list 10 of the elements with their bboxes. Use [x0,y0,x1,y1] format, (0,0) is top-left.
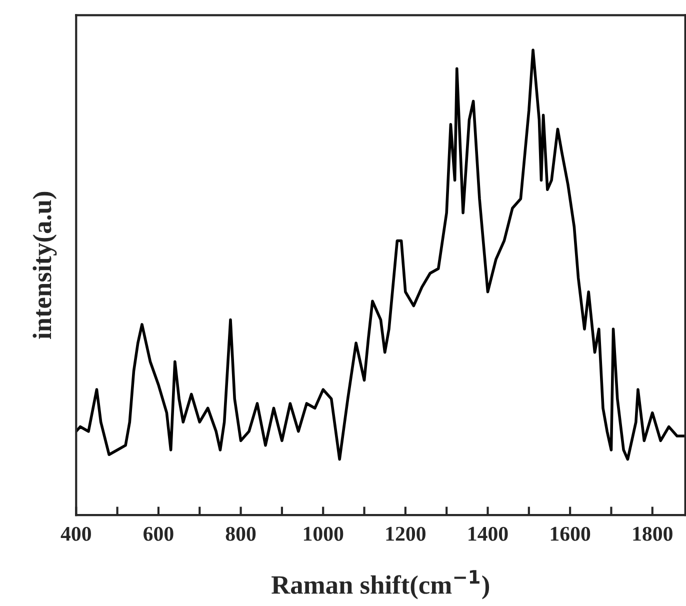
x-tick-label: 800 [226,526,256,541]
y-axis-title: intensity(a.u) [32,192,57,339]
x-tick-label: 1400 [468,526,508,541]
x-tick-label: 1800 [633,526,672,541]
x-tick-label: 600 [144,526,174,541]
x-tick-label: 1200 [386,526,426,541]
x-tick-label: 1600 [550,526,590,541]
x-axis-title: Raman shift(cm$^{−1}$) [272,570,490,600]
x-tick-label: 1000 [304,526,344,541]
x-tick-label: 400 [60,526,91,541]
